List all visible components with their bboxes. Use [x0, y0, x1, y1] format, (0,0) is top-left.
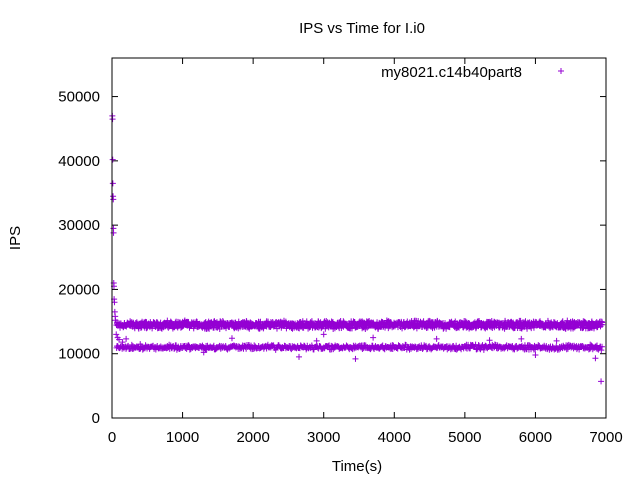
data-point	[200, 349, 207, 356]
data-point	[320, 331, 327, 338]
legend: my8021.c14b40part8	[381, 64, 564, 81]
data-point	[532, 352, 539, 358]
x-tick-label: 0	[108, 429, 116, 446]
data-point	[119, 339, 126, 346]
y-axis-label: IPS	[7, 226, 24, 250]
data-point	[137, 341, 144, 348]
data-point	[433, 335, 440, 342]
data-point	[110, 196, 117, 203]
data-point	[486, 337, 493, 344]
data-point	[112, 317, 119, 324]
data-point	[113, 331, 120, 338]
data-point	[109, 116, 116, 123]
y-tick-label: 0	[92, 410, 100, 427]
band-point	[472, 341, 479, 348]
band-point	[491, 341, 498, 348]
data-point	[592, 355, 599, 362]
data-point	[110, 229, 117, 236]
legend-marker	[558, 68, 564, 74]
y-tick-label: 50000	[58, 89, 100, 106]
data-point	[598, 378, 605, 385]
legend-label: my8021.c14b40part8	[381, 64, 522, 81]
data-point	[296, 353, 303, 360]
data-point	[352, 355, 359, 362]
x-tick-label: 3000	[307, 429, 340, 446]
band-point	[206, 325, 213, 332]
band-point	[599, 343, 606, 350]
band-point	[599, 321, 606, 328]
data-point	[116, 336, 123, 343]
x-tick-label: 4000	[378, 429, 411, 446]
data-point	[313, 337, 320, 344]
band-point	[480, 346, 487, 353]
data-point	[228, 335, 235, 342]
y-tick-label: 10000	[58, 346, 100, 363]
axis-ticks: 0 1000 2000 3000 4000 5000 6000 7000 0 10000 20000…	[58, 58, 623, 446]
y-tick-label: 20000	[58, 281, 100, 298]
data-points	[109, 112, 606, 385]
legend-marker-symbol	[558, 68, 564, 74]
y-tick-label: 40000	[58, 153, 100, 170]
x-tick-label: 2000	[236, 429, 269, 446]
data-point	[553, 337, 560, 344]
x-axis-label: Time(s)	[332, 458, 382, 475]
plot-frame	[111, 57, 607, 419]
x-tick-label: 1000	[166, 429, 199, 446]
chart-title: IPS vs Time for I.i0	[299, 20, 425, 37]
data-point	[109, 156, 116, 163]
y-tick-label: 30000	[58, 217, 100, 234]
band-point	[340, 318, 347, 325]
x-tick-label: 7000	[589, 429, 622, 446]
data-point	[123, 335, 130, 342]
band-point	[190, 325, 197, 332]
x-tick-label: 6000	[519, 429, 552, 446]
data-point	[109, 180, 116, 187]
band-point	[322, 325, 329, 332]
x-tick-label: 5000	[448, 429, 481, 446]
band-point	[359, 346, 366, 353]
band-point	[308, 318, 315, 325]
data-point	[370, 334, 377, 341]
band-point	[598, 347, 605, 354]
data-point	[518, 335, 525, 342]
